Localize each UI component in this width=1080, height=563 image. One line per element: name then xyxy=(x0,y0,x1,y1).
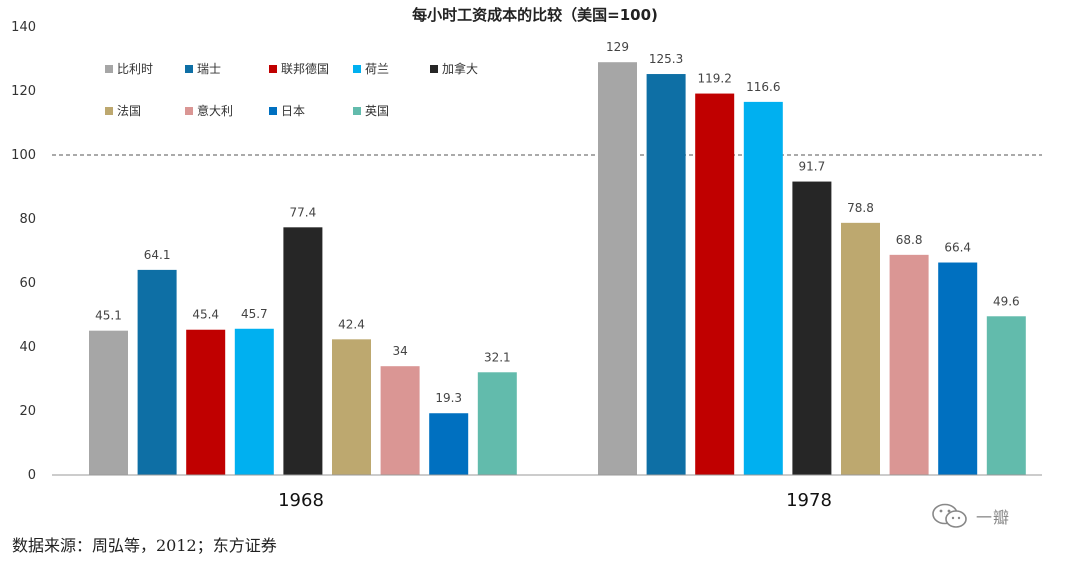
data-label: 49.6 xyxy=(993,294,1020,308)
legend-label: 比利时 xyxy=(117,62,153,76)
legend-label: 瑞士 xyxy=(197,62,221,76)
y-tick-label: 140 xyxy=(11,20,36,35)
legend-swatch xyxy=(105,65,113,73)
legend-swatch xyxy=(105,107,113,115)
data-label: 77.4 xyxy=(290,205,317,219)
legend-label: 日本 xyxy=(281,104,305,118)
bar xyxy=(598,62,637,475)
bar xyxy=(89,330,128,475)
bar xyxy=(743,101,783,475)
data-label: 45.7 xyxy=(241,307,268,321)
legend-swatch xyxy=(185,107,193,115)
data-label: 78.8 xyxy=(847,201,874,215)
bar xyxy=(938,262,978,475)
bar xyxy=(429,413,469,475)
bar xyxy=(380,366,420,475)
y-tick-label: 0 xyxy=(28,468,36,483)
watermark: 一瓣 xyxy=(930,498,1070,534)
bar xyxy=(283,227,323,475)
data-label: 119.2 xyxy=(698,72,732,86)
y-tick-label: 20 xyxy=(19,404,36,419)
data-label: 32.1 xyxy=(484,350,511,364)
data-label: 19.3 xyxy=(435,391,462,405)
y-tick-label: 100 xyxy=(11,148,36,163)
data-label: 129 xyxy=(606,40,629,54)
watermark-text: 一瓣 xyxy=(976,508,1011,527)
legend-label: 法国 xyxy=(117,104,141,118)
wechat-icon xyxy=(932,503,967,528)
legend-swatch xyxy=(185,65,193,73)
bar xyxy=(695,93,735,475)
chart-title: 每小时工资成本的比较（美国=100) xyxy=(412,6,658,24)
data-label: 42.4 xyxy=(338,317,365,331)
legend-label: 意大利 xyxy=(197,103,233,118)
source-note: 数据来源：周弘等，2012；东方证券 xyxy=(12,536,277,555)
legend-label: 联邦德国 xyxy=(281,61,329,76)
bar xyxy=(841,222,880,475)
y-tick-label: 60 xyxy=(19,276,36,291)
legend-swatch xyxy=(353,107,361,115)
bar xyxy=(332,339,371,475)
data-label: 66.4 xyxy=(944,241,971,255)
data-label: 91.7 xyxy=(799,160,826,174)
data-label: 125.3 xyxy=(649,52,683,66)
x-category-label: 1968 xyxy=(278,490,324,511)
legend-label: 荷兰 xyxy=(365,62,389,76)
bar xyxy=(186,329,226,475)
bar xyxy=(477,372,517,475)
legend-label: 英国 xyxy=(365,104,389,118)
data-label: 45.4 xyxy=(192,308,219,322)
bars: 45.1 64.1 45.4 45.7 77.4 42.4 34 19.3 32.1 129 125… xyxy=(89,40,1026,475)
bar xyxy=(646,74,686,475)
bar xyxy=(986,316,1026,475)
data-label: 34 xyxy=(392,344,407,358)
bar xyxy=(792,181,832,475)
x-category-label: 1978 xyxy=(786,490,832,511)
legend-swatch xyxy=(353,65,361,73)
data-label: 45.1 xyxy=(95,309,122,323)
y-tick-label: 120 xyxy=(11,84,36,99)
data-label: 68.8 xyxy=(896,233,923,247)
y-axis: 0 20 40 60 80 100 120 140 xyxy=(11,20,36,483)
y-tick-label: 40 xyxy=(19,340,36,355)
legend-swatch xyxy=(430,65,438,73)
data-label: 116.6 xyxy=(746,80,780,94)
legend-label: 加拿大 xyxy=(442,61,478,76)
bar xyxy=(137,269,177,475)
data-label: 64.1 xyxy=(144,248,171,262)
x-axis: 1968 1978 xyxy=(52,474,1042,511)
legend-swatch xyxy=(269,65,277,73)
bar xyxy=(234,328,274,475)
y-tick-label: 80 xyxy=(19,212,36,227)
chart: 每小时工资成本的比较（美国=100) 0 20 40 60 80 100 120 140 45… xyxy=(11,6,1042,511)
bar xyxy=(889,254,929,475)
legend-swatch xyxy=(269,107,277,115)
